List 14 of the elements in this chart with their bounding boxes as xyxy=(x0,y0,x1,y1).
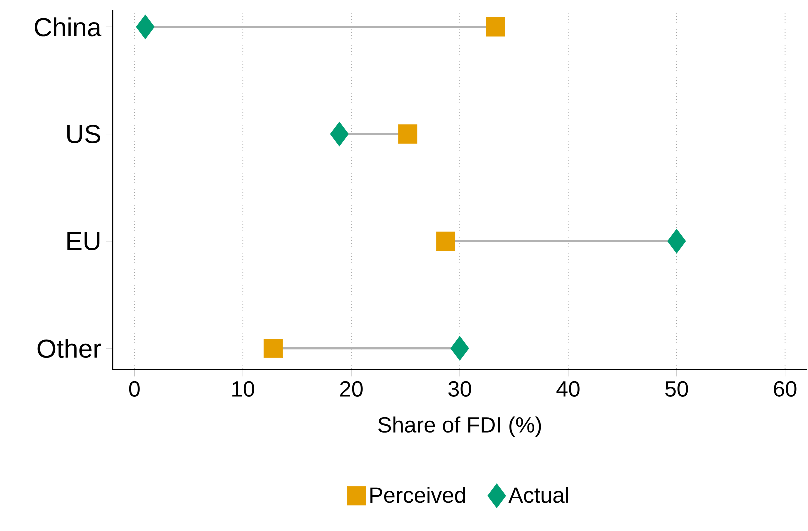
legend-label: Perceived xyxy=(370,487,466,504)
y-tick-label: China xyxy=(35,18,102,37)
y-tick-label: US xyxy=(68,125,100,144)
x-axis-title: Share of FDI (%) xyxy=(378,416,542,438)
x-tick-label: 30 xyxy=(448,381,472,397)
x-tick-label: 20 xyxy=(340,381,363,397)
y-tick-label: Other xyxy=(38,339,102,358)
legend-label: Actual xyxy=(508,487,568,504)
x-tick-label: 0 xyxy=(129,381,140,397)
x-tick-label: 40 xyxy=(556,381,580,397)
x-tick-label: 50 xyxy=(666,381,688,397)
x-tick-label: 60 xyxy=(774,381,797,397)
y-tick-label: EU xyxy=(68,232,100,250)
x-tick-label: 10 xyxy=(232,381,254,397)
